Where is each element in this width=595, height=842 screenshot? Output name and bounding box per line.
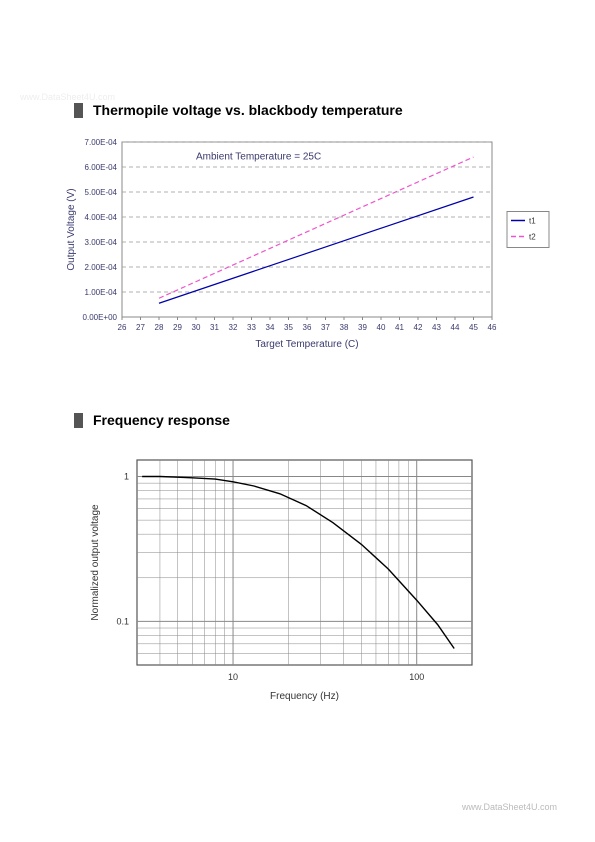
svg-text:5.00E-04: 5.00E-04	[85, 188, 118, 197]
svg-text:28: 28	[155, 323, 164, 332]
section-2-title: Frequency response	[74, 412, 230, 428]
svg-text:39: 39	[358, 323, 367, 332]
svg-text:0.00E+00: 0.00E+00	[83, 313, 118, 322]
svg-text:32: 32	[229, 323, 238, 332]
svg-text:42: 42	[414, 323, 423, 332]
bullet-icon	[74, 413, 83, 428]
svg-text:40: 40	[377, 323, 386, 332]
svg-text:30: 30	[192, 323, 201, 332]
svg-text:38: 38	[340, 323, 349, 332]
watermark-top: www.DataSheet4U.com	[20, 92, 115, 102]
svg-text:Output Voltage (V): Output Voltage (V)	[66, 188, 77, 270]
chart1-container: 0.00E+00 1.00E-04 2.00E-04 3.00E-04 4.00E-04…	[60, 132, 560, 362]
svg-text:7.00E-04: 7.00E-04	[85, 138, 118, 147]
svg-text:36: 36	[303, 323, 312, 332]
svg-text:3.00E-04: 3.00E-04	[85, 238, 118, 247]
svg-text:t1: t1	[529, 217, 536, 226]
svg-text:Normalized output voltage: Normalized output voltage	[90, 504, 101, 621]
svg-text:41: 41	[395, 323, 404, 332]
svg-text:45: 45	[469, 323, 478, 332]
svg-text:44: 44	[451, 323, 460, 332]
svg-text:Frequency (Hz): Frequency (Hz)	[270, 691, 339, 702]
section-2: Frequency response	[74, 412, 230, 428]
svg-text:33: 33	[247, 323, 256, 332]
section-1: Thermopile voltage vs. blackbody tempera…	[74, 102, 403, 118]
svg-text:27: 27	[136, 323, 145, 332]
chart2: 10 100 0.1 1 Frequency (Hz) Normalized output…	[82, 450, 502, 710]
svg-text:37: 37	[321, 323, 330, 332]
svg-text:43: 43	[432, 323, 441, 332]
svg-text:2.00E-04: 2.00E-04	[85, 263, 118, 272]
svg-text:26: 26	[118, 323, 127, 332]
svg-text:31: 31	[210, 323, 219, 332]
bullet-icon	[74, 103, 83, 118]
svg-text:t2: t2	[529, 233, 536, 242]
chart1: 0.00E+00 1.00E-04 2.00E-04 3.00E-04 4.00E-04…	[60, 132, 560, 362]
svg-text:1.00E-04: 1.00E-04	[85, 288, 118, 297]
svg-text:29: 29	[173, 323, 182, 332]
svg-text:Target Temperature (C): Target Temperature (C)	[255, 339, 358, 350]
svg-text:34: 34	[266, 323, 275, 332]
section-2-title-text: Frequency response	[93, 412, 230, 428]
svg-text:1: 1	[124, 472, 129, 482]
section-1-title: Thermopile voltage vs. blackbody tempera…	[74, 102, 403, 118]
svg-text:35: 35	[284, 323, 293, 332]
svg-text:4.00E-04: 4.00E-04	[85, 213, 118, 222]
svg-text:10: 10	[228, 672, 238, 682]
watermark-bottom: www.DataSheet4U.com	[462, 802, 557, 812]
section-1-title-text: Thermopile voltage vs. blackbody tempera…	[93, 102, 403, 118]
svg-text:0.1: 0.1	[116, 616, 129, 626]
svg-text:6.00E-04: 6.00E-04	[85, 163, 118, 172]
svg-text:Ambient Temperature = 25C: Ambient Temperature = 25C	[196, 152, 321, 163]
svg-text:100: 100	[409, 672, 424, 682]
svg-text:46: 46	[488, 323, 497, 332]
chart2-container: 10 100 0.1 1 Frequency (Hz) Normalized output…	[82, 450, 502, 710]
